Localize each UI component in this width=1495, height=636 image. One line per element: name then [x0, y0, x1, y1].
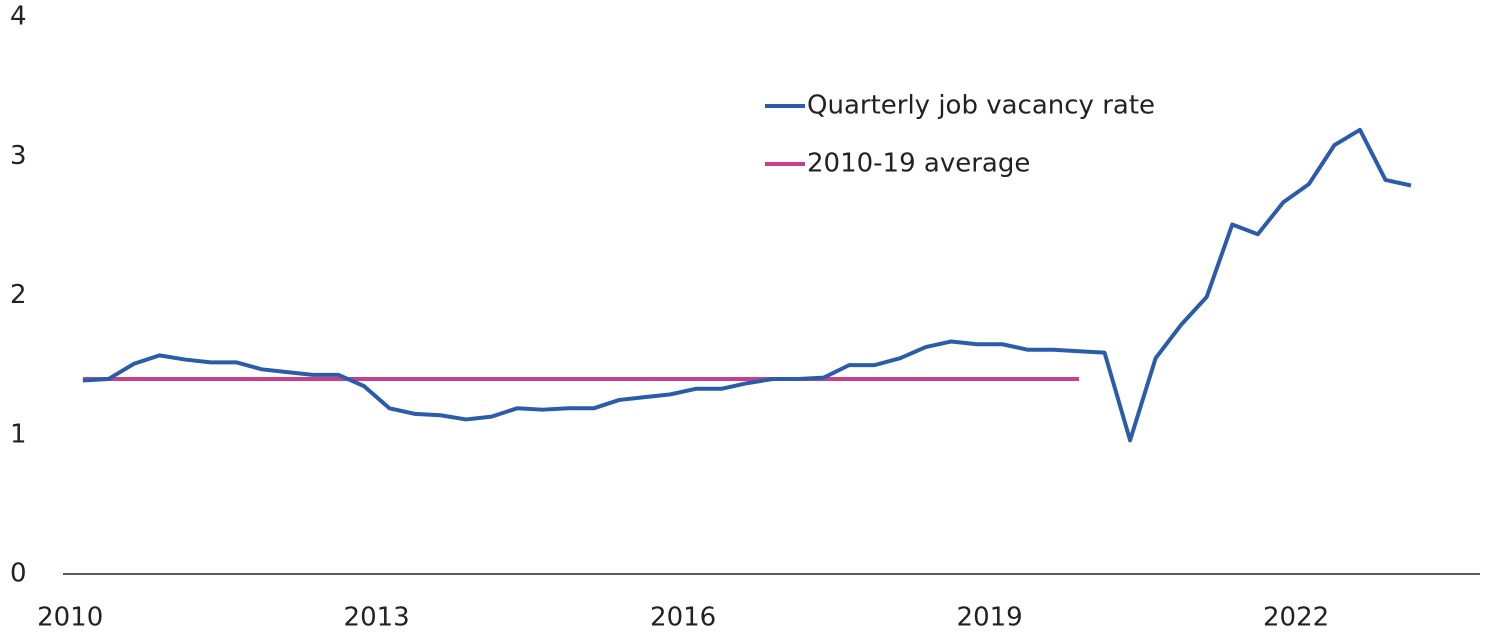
y-tick-label: 4 — [10, 2, 27, 32]
y-tick-label: 0 — [10, 559, 27, 589]
legend-label: 2010-19 average — [807, 149, 1030, 179]
y-tick-label: 1 — [10, 419, 27, 449]
y-tick-label: 2 — [10, 280, 27, 310]
legend-label: Quarterly job vacancy rate — [807, 91, 1155, 121]
x-tick-label: 2010 — [37, 603, 103, 633]
y-tick-label: 3 — [10, 141, 27, 171]
x-tick-label: 2016 — [650, 603, 716, 633]
x-tick-label: 2022 — [1263, 603, 1329, 633]
x-tick-label: 2019 — [957, 603, 1023, 633]
x-tick-label: 2013 — [344, 603, 410, 633]
series-line — [82, 127, 1412, 443]
